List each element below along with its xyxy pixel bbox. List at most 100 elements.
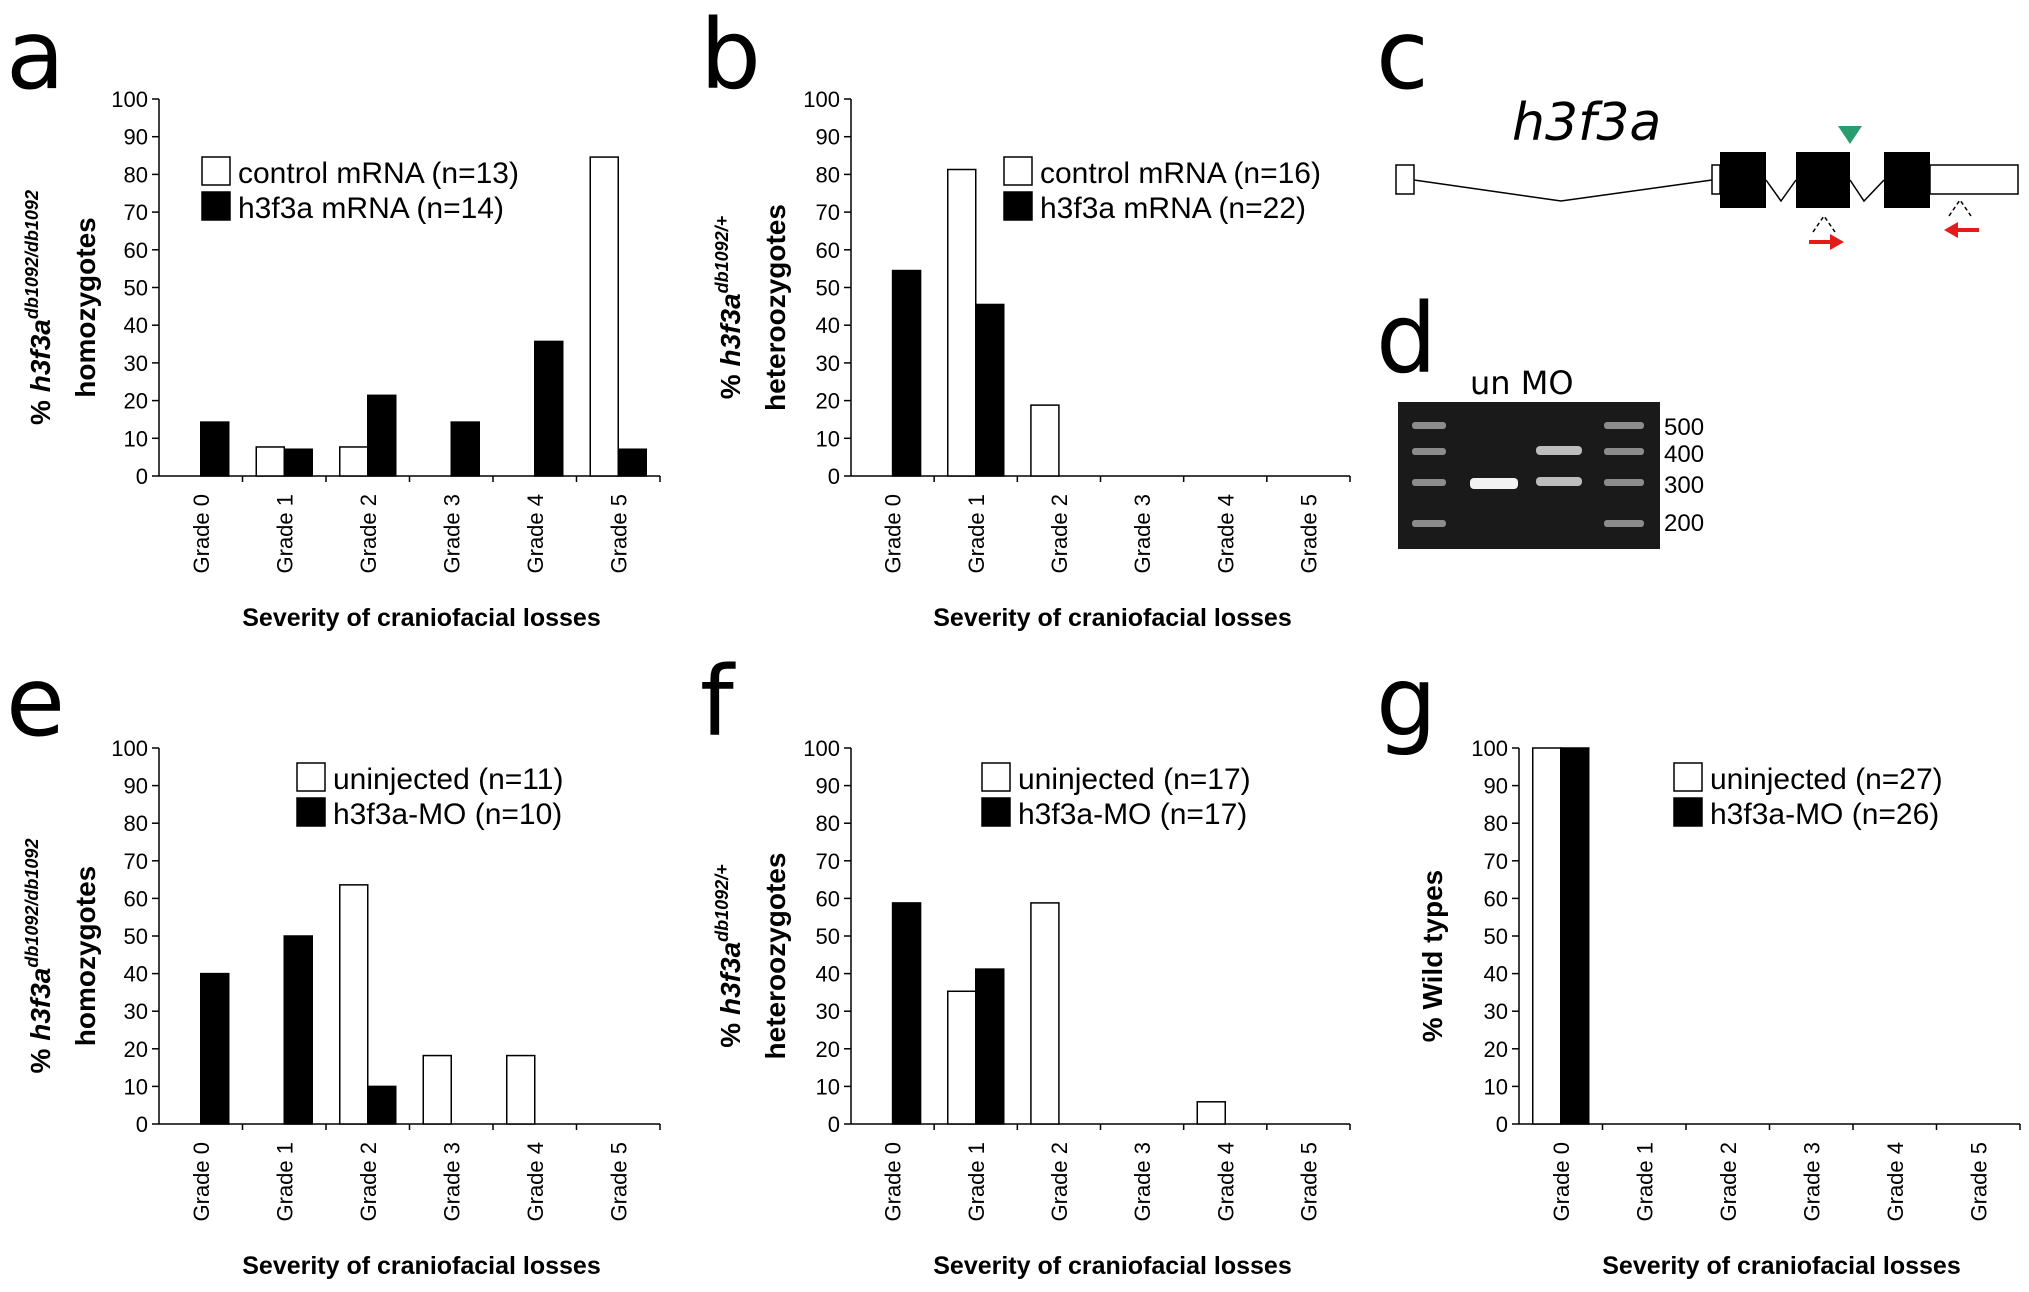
panel-label-g: g bbox=[1376, 646, 1437, 758]
category-label: Grade 4 bbox=[523, 1142, 548, 1222]
x-axis-label: Severity of craniofacial losses bbox=[933, 1252, 1292, 1280]
ladder-band bbox=[1412, 448, 1446, 455]
bar bbox=[947, 990, 977, 1125]
category-label: Grade 4 bbox=[1213, 494, 1238, 574]
bar bbox=[450, 421, 480, 477]
ladder-size-label: 300 bbox=[1664, 472, 1704, 499]
y-tick-label: 20 bbox=[124, 1037, 148, 1062]
y-tick-label: 80 bbox=[124, 162, 148, 187]
bar bbox=[255, 446, 285, 477]
y-tick-label: 80 bbox=[1484, 811, 1508, 836]
y-axis-label-line2: heteroozygotes bbox=[760, 853, 791, 1060]
ladder-lane-left bbox=[1412, 422, 1446, 527]
category-label: Grade 5 bbox=[1966, 1142, 1991, 1222]
y-tick-label: 80 bbox=[816, 811, 840, 836]
bar bbox=[339, 446, 369, 477]
chart-f: 0 10 20 30 40 50 60 70 80 90 100 Grade 0 Grade 1 Grad… bbox=[712, 736, 1351, 1280]
legend-swatch bbox=[1003, 156, 1033, 186]
chart-b: 0 10 20 30 40 50 60 70 80 90 100 Grade 0 Grade 1 Grad… bbox=[712, 87, 1351, 632]
exon-2-utr bbox=[1711, 164, 1721, 195]
legend-swatch bbox=[201, 156, 231, 186]
gene-diagram: h3f3a bbox=[1395, 93, 2019, 250]
y-tick-label: 90 bbox=[124, 774, 148, 799]
panel-label-e: e bbox=[6, 646, 65, 758]
gel-lane-mo bbox=[1536, 446, 1582, 486]
legend-swatch bbox=[201, 191, 231, 221]
category-label: Grade 5 bbox=[606, 1142, 631, 1222]
category-label: Grade 0 bbox=[189, 1142, 214, 1222]
y-tick-label: 50 bbox=[816, 924, 840, 949]
y-tick-label: 60 bbox=[1484, 886, 1508, 911]
y-tick-label: 90 bbox=[816, 774, 840, 799]
legend-swatch bbox=[981, 797, 1011, 827]
bar bbox=[947, 168, 977, 477]
y-tick-label: 70 bbox=[1484, 849, 1508, 874]
panel-label-f: f bbox=[700, 646, 736, 758]
category-label: Grade 4 bbox=[1213, 1142, 1238, 1222]
bar bbox=[975, 968, 1005, 1125]
y-axis-label: % h3f3adb1092/db1092 bbox=[22, 839, 56, 1074]
exon-1 bbox=[1395, 164, 1415, 195]
y-tick-label: 30 bbox=[124, 999, 148, 1024]
category-label: Grade 5 bbox=[1296, 1142, 1321, 1222]
category-label: Grade 4 bbox=[523, 494, 548, 574]
x-axis-label: Severity of craniofacial losses bbox=[242, 604, 601, 632]
y-tick-label: 100 bbox=[111, 736, 148, 761]
y-tick-label: 80 bbox=[816, 162, 840, 187]
legend-label: uninjected (n=11) bbox=[333, 763, 563, 796]
intron-2 bbox=[1765, 179, 1797, 203]
category-label: Grade 3 bbox=[439, 494, 464, 574]
category-label: Grade 3 bbox=[439, 1142, 464, 1222]
bar bbox=[200, 421, 230, 477]
y-tick-label: 50 bbox=[124, 924, 148, 949]
ladder-size-label: 200 bbox=[1664, 510, 1704, 537]
y-tick-label: 40 bbox=[816, 962, 840, 987]
y-tick-label: 90 bbox=[1484, 774, 1508, 799]
ladder-band bbox=[1604, 448, 1644, 455]
chart-g: 0 10 20 30 40 50 60 70 80 90 100 Grade 0 Grade 1 Grad… bbox=[1417, 736, 2021, 1280]
ladder-band bbox=[1412, 479, 1446, 486]
category-label: Grade 2 bbox=[356, 1142, 381, 1222]
primer-site-2 bbox=[1948, 198, 1972, 217]
y-tick-label: 70 bbox=[124, 849, 148, 874]
reverse-primer-arrowhead bbox=[1944, 222, 1958, 238]
y-axis-label: % Wild types bbox=[1417, 870, 1448, 1042]
legend-swatch bbox=[296, 797, 326, 827]
category-label: Grade 0 bbox=[881, 1142, 906, 1222]
legend-swatch bbox=[296, 762, 326, 792]
bar bbox=[506, 1054, 536, 1125]
y-tick-label: 40 bbox=[124, 962, 148, 987]
forward-primer-arrowhead bbox=[1830, 234, 1844, 250]
legend-label: h3f3a mRNA (n=22) bbox=[1040, 192, 1306, 225]
bar bbox=[367, 1085, 397, 1125]
y-tick-label: 20 bbox=[124, 389, 148, 414]
y-axis-label-line2: homozygotes bbox=[70, 866, 101, 1046]
bar bbox=[283, 448, 313, 477]
y-tick-label: 60 bbox=[816, 238, 840, 263]
category-label: Grade 0 bbox=[1549, 1142, 1574, 1222]
y-tick-label: 90 bbox=[816, 125, 840, 150]
bar bbox=[617, 448, 647, 477]
y-tick-label: 40 bbox=[816, 313, 840, 338]
gel-band-mo-lower bbox=[1536, 477, 1582, 486]
legend-swatch bbox=[1673, 797, 1703, 827]
bar bbox=[1196, 1101, 1226, 1125]
y-tick-label: 0 bbox=[136, 464, 148, 489]
gel-panel: un MO 500 400 300 200 bbox=[1398, 364, 1704, 549]
legend-swatch bbox=[1673, 762, 1703, 792]
legend-label: uninjected (n=17) bbox=[1018, 763, 1251, 796]
y-axis-label-line2: heteroozygotes bbox=[760, 204, 791, 411]
exon-2 bbox=[1720, 152, 1766, 208]
y-tick-label: 10 bbox=[816, 426, 840, 451]
ladder-band bbox=[1604, 479, 1644, 486]
category-label: Grade 2 bbox=[1716, 1142, 1741, 1222]
bar bbox=[891, 269, 922, 477]
y-tick-label: 100 bbox=[803, 736, 840, 761]
category-label: Grade 0 bbox=[881, 494, 906, 574]
category-label: Grade 2 bbox=[1047, 494, 1072, 574]
y-tick-label: 40 bbox=[124, 313, 148, 338]
legend-label: control mRNA (n=16) bbox=[1040, 157, 1321, 190]
legend-label: control mRNA (n=13) bbox=[238, 157, 519, 190]
bar bbox=[534, 340, 564, 477]
exon-4-utr bbox=[1929, 164, 2019, 195]
